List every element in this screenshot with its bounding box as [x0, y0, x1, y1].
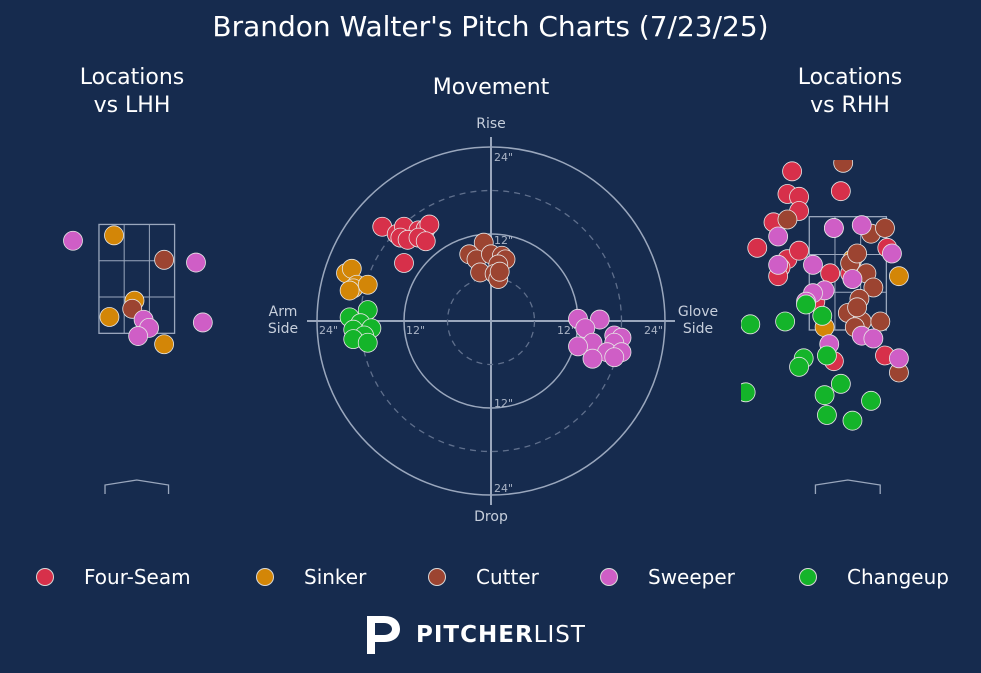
ring-label: 12"	[494, 397, 513, 410]
rise-label: Rise	[476, 116, 506, 132]
legend-marker	[256, 568, 274, 586]
pitch-point-sweeper	[192, 312, 213, 333]
ring-solid	[316, 146, 666, 496]
pitch-point-cutter	[863, 277, 884, 298]
pitch-point-four-seam	[830, 181, 851, 202]
pitch-point-cutter	[847, 243, 868, 264]
pitch-point-cutter	[833, 160, 854, 173]
pitch-point-sinker	[104, 225, 124, 246]
movement-point-cutter	[489, 261, 510, 282]
pitch-point-four-seam	[789, 240, 809, 261]
pitch-point-cutter	[777, 209, 798, 230]
pitch-point-four-seam	[782, 161, 802, 182]
movement-point-changeup	[357, 332, 378, 353]
ring-label: 24"	[494, 482, 513, 495]
legend-marker	[600, 568, 618, 586]
pitch-point-changeup	[817, 345, 837, 366]
movement-plot: 24" 12" 12" 24" 24" 12" 12" 24" Rise Drop Arm Side G…	[268, 116, 718, 525]
pitch-point-sweeper	[863, 328, 884, 349]
arm-side-label: Arm Side	[268, 304, 298, 337]
pitch-point-sweeper	[128, 326, 149, 346]
brand-wordmark-bold: PITCHER	[416, 622, 534, 648]
pitch-point-sweeper	[851, 215, 872, 236]
pitch-point-cutter	[875, 218, 895, 238]
pitch-point-changeup	[817, 405, 837, 425]
legend-label: Changeup	[847, 565, 949, 589]
pitch-point-sinker	[154, 334, 175, 355]
legend: Four-Seam Sinker Cutter Sweeper Changeup	[0, 562, 981, 594]
movement-point-sweeper	[589, 309, 610, 330]
pitch-point-sinker	[889, 266, 909, 287]
movement-point-sweeper	[582, 348, 603, 369]
ring-label: 12"	[406, 324, 425, 337]
pitch-point-four-seam	[747, 237, 768, 258]
pitch-point-changeup	[861, 390, 881, 411]
movement-point-four-seam	[415, 231, 436, 252]
ring-label: 12"	[557, 324, 576, 337]
home-plate	[104, 479, 170, 494]
pitch-point-cutter	[870, 311, 891, 332]
ring-label: 12"	[494, 234, 513, 247]
movement-point-sinker	[357, 274, 378, 295]
legend-label: Sinker	[304, 565, 367, 589]
brand-wordmark-light: LIST	[533, 622, 586, 648]
pitch-point-sweeper	[186, 252, 206, 273]
rhh-panel-title: Locations vs RHH	[797, 65, 903, 118]
pitch-point-sweeper	[768, 254, 789, 275]
home-plate	[814, 479, 881, 494]
pitch-point-cutter	[154, 249, 175, 270]
pitch-point-changeup	[830, 373, 851, 394]
legend-marker	[36, 568, 54, 586]
movement-point-four-seam	[394, 253, 414, 273]
pitch-point-cutter	[847, 297, 868, 318]
pitch-point-sweeper	[803, 254, 823, 275]
ring-label: 24"	[319, 324, 338, 337]
brand-wordmark: PITCHERLIST	[416, 622, 586, 648]
ring-dashed	[446, 276, 536, 366]
drop-label: Drop	[474, 509, 508, 525]
pitch-point-sweeper	[882, 243, 902, 264]
movement-point-sinker	[339, 280, 360, 301]
chart-title: Brandon Walter's Pitch Charts (7/23/25)	[212, 10, 769, 43]
pitch-point-changeup	[741, 382, 756, 403]
rhh-location-plot	[741, 160, 909, 494]
movement-point-sweeper	[568, 336, 588, 357]
legend-label: Four-Seam	[84, 565, 191, 589]
pitch-point-changeup	[842, 410, 863, 431]
legend-label: Sweeper	[648, 565, 735, 589]
lhh-location-plot	[63, 223, 213, 494]
glove-side-label: Glove Side	[678, 304, 718, 337]
pitch-point-changeup	[789, 356, 809, 377]
pitch-point-changeup	[741, 314, 761, 335]
pitch-point-sweeper	[842, 269, 863, 289]
movement-panel-title: Movement	[432, 75, 550, 100]
pitch-point-sweeper	[823, 218, 844, 238]
pitch-point-changeup	[814, 385, 835, 406]
pitcherlist-logo-icon	[367, 616, 400, 654]
ring-label: 24"	[644, 324, 663, 337]
ring-label: 24"	[494, 151, 513, 164]
pitch-point-four-seam	[820, 263, 841, 284]
movement-point-sweeper	[604, 347, 625, 368]
lhh-panel-title: Locations vs LHH	[79, 65, 185, 118]
pitch-point-changeup	[812, 305, 833, 326]
legend-marker	[799, 568, 817, 586]
pitch-point-sweeper	[63, 230, 83, 251]
pitch-point-sinker	[99, 307, 120, 327]
pitch-point-sweeper	[889, 348, 909, 369]
legend-marker	[428, 568, 446, 586]
pitch-point-changeup	[796, 294, 816, 315]
pitch-point-changeup	[775, 311, 796, 332]
pitch-point-sweeper	[768, 226, 789, 247]
legend-label: Cutter	[476, 565, 539, 589]
